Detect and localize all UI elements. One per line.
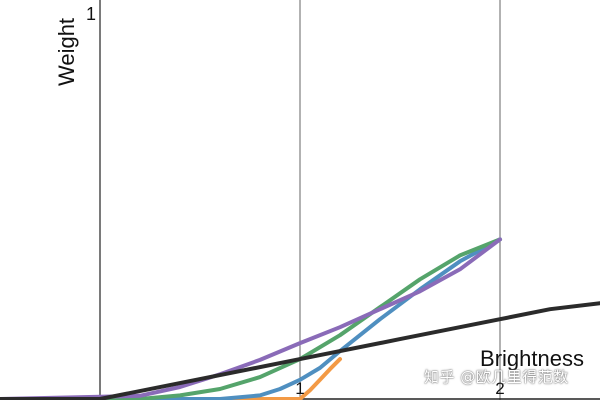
watermark-text: 知乎 @欧几里得范数 xyxy=(424,368,569,386)
series-line-4 xyxy=(0,237,502,400)
y-tick-label-1: 1 xyxy=(86,4,96,24)
series-line-2 xyxy=(0,237,502,400)
x-tick-label-2: 2 xyxy=(495,379,504,398)
x-axis-label: Brightness xyxy=(480,346,584,371)
series-lines xyxy=(0,237,600,400)
y-axis-label: Weight xyxy=(54,18,79,86)
series-line-5 xyxy=(0,301,600,400)
x-tick-label-1: 1 xyxy=(295,379,304,398)
series-line-1 xyxy=(0,357,342,400)
vertical-gridlines xyxy=(99,0,501,400)
